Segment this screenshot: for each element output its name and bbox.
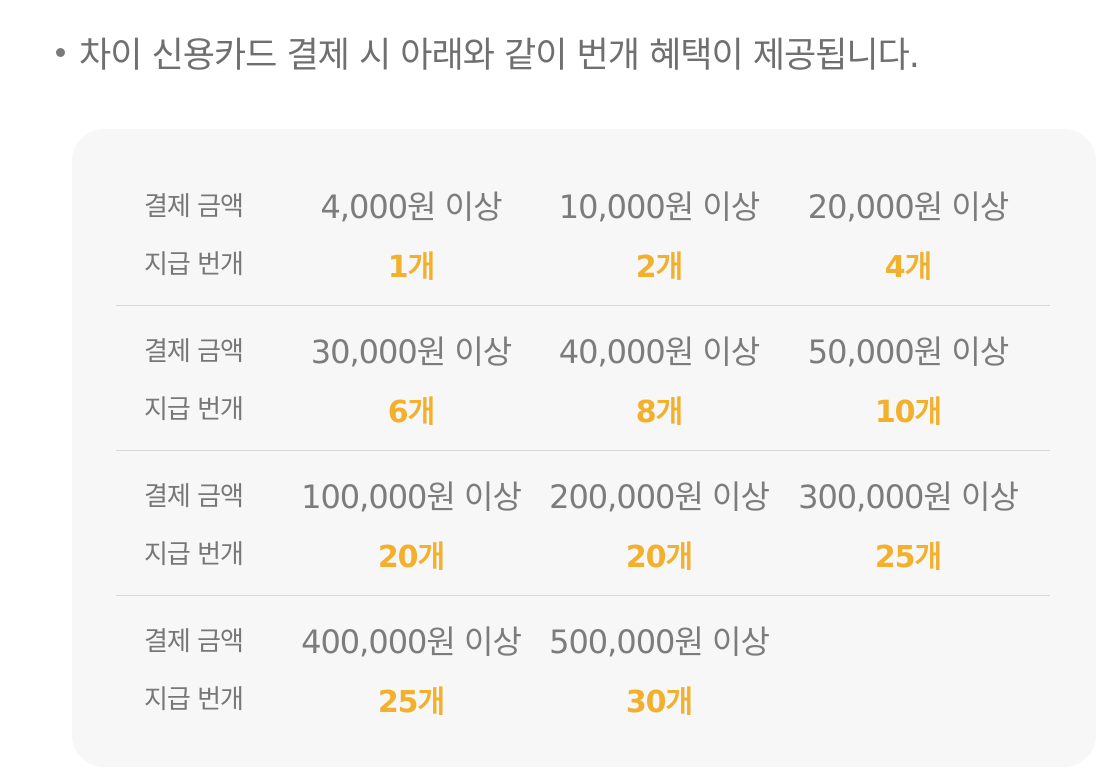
- lightning-count: 6개: [387, 395, 435, 430]
- bullet-icon: [56, 47, 65, 57]
- payment-amount: 300,000원 이상: [798, 478, 1019, 516]
- payment-amount: 500,000원 이상: [549, 623, 770, 661]
- count-label: 지급 번개: [144, 250, 244, 280]
- lightning-count: 30개: [625, 685, 693, 720]
- amount-label: 결제 금액: [144, 192, 244, 222]
- lightning-count: 2개: [635, 250, 683, 285]
- lightning-count: 20개: [377, 540, 445, 575]
- payment-amount: 20,000원 이상: [807, 188, 1009, 226]
- lightning-count: 8개: [635, 395, 683, 430]
- amount-label: 결제 금액: [144, 337, 244, 367]
- payment-amount: 400,000원 이상: [301, 623, 522, 661]
- count-label: 지급 번개: [144, 395, 244, 425]
- payment-amount: 200,000원 이상: [549, 478, 770, 516]
- amount-label: 결제 금액: [144, 627, 244, 657]
- lightning-count: 20개: [625, 540, 693, 575]
- payment-amount: 4,000원 이상: [320, 188, 502, 226]
- count-label: 지급 번개: [144, 685, 244, 715]
- lightning-count: 1개: [387, 250, 435, 285]
- lightning-count: 25개: [874, 540, 942, 575]
- lightning-count: 10개: [874, 395, 942, 430]
- count-label: 지급 번개: [144, 540, 244, 570]
- payment-amount: 10,000원 이상: [558, 188, 760, 226]
- intro-text: 차이 신용카드 결제 시 아래와 같이 번개 혜택이 제공됩니다.: [79, 35, 920, 76]
- amount-label: 결제 금액: [144, 482, 244, 512]
- benefit-table-card: 결제 금액 지급 번개 4,000원 이상 1개 10,000원 이상 2개 20,000원…: [72, 129, 1096, 767]
- payment-amount: 50,000원 이상: [807, 333, 1009, 371]
- payment-amount: 100,000원 이상: [301, 478, 522, 516]
- payment-amount: 40,000원 이상: [558, 333, 760, 371]
- lightning-count: 4개: [884, 250, 932, 285]
- benefit-intro: 차이 신용카드 결제 시 아래와 같이 번개 혜택이 제공됩니다.: [56, 22, 920, 82]
- lightning-count: 25개: [377, 685, 445, 720]
- payment-amount: 30,000원 이상: [310, 333, 512, 371]
